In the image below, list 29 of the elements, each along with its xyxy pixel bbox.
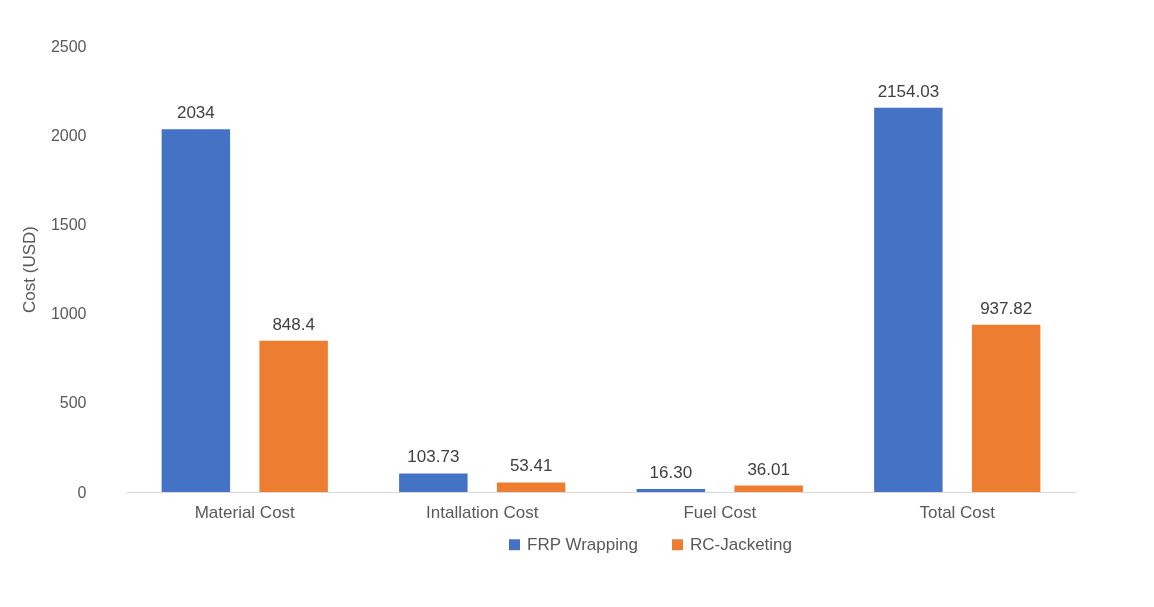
y-tick-label: 2000: [50, 126, 87, 144]
bar: [399, 473, 468, 492]
legend-label: FRP Wrapping: [527, 534, 638, 554]
data-label: 2154.03: [877, 81, 940, 101]
legend-label: RC-Jacketing: [690, 534, 793, 554]
data-label: 53.41: [509, 456, 553, 476]
data-label: 937.82: [980, 298, 1033, 318]
y-tick-label: 1000: [50, 305, 87, 323]
x-tick-label: Fuel Cost: [683, 502, 757, 522]
y-tick-label: 0: [77, 483, 87, 501]
data-label: 103.73: [407, 447, 460, 467]
bar: [161, 129, 231, 492]
bar: [259, 340, 328, 492]
bar: [496, 482, 566, 492]
bar: [971, 324, 1041, 492]
data-label: 848.4: [272, 314, 315, 334]
x-tick-label: Total Cost: [919, 502, 996, 522]
x-tick-label: Material Cost: [194, 502, 296, 522]
bar: [734, 485, 803, 492]
y-tick-label: 500: [59, 394, 87, 412]
bar: [874, 107, 943, 492]
y-tick-label: 2500: [50, 37, 87, 55]
y-tick-label: 1500: [50, 215, 87, 233]
x-tick-label: Intallation Cost: [426, 502, 539, 522]
data-label: 16.30: [649, 463, 693, 483]
bar: [636, 489, 706, 492]
data-label: 36.01: [747, 459, 790, 479]
data-label: 2034: [176, 103, 215, 123]
y-axis-title: Cost (USD): [19, 226, 39, 313]
